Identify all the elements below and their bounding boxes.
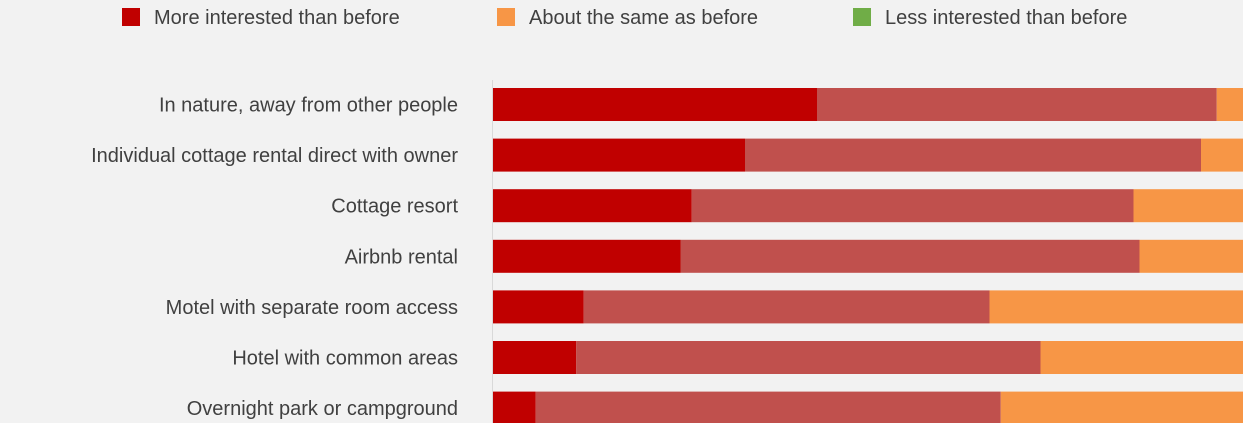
bar-6-segment-2 xyxy=(576,341,1041,374)
bar-3-segment-3 xyxy=(1133,189,1243,223)
bar-1-segment-2 xyxy=(817,88,1217,121)
category-label-7: Overnight park or campground xyxy=(187,398,458,420)
bar-6-segment-3 xyxy=(1040,341,1243,374)
category-label-1: In nature, away from other people xyxy=(159,95,458,117)
bar-3-segment-1 xyxy=(493,189,692,223)
legend-label-2: About the same as before xyxy=(529,7,758,29)
bar-4-segment-3 xyxy=(1139,239,1243,273)
category-label-5: Motel with separate room access xyxy=(166,297,458,319)
category-label-3: Cottage resort xyxy=(331,196,458,218)
bar-3-segment-2 xyxy=(691,189,1134,223)
category-labels: In nature, away from other people Individ… xyxy=(91,95,458,421)
bars xyxy=(493,88,1243,423)
legend: More interested than before About the sam… xyxy=(122,7,1127,29)
bar-2-segment-1 xyxy=(493,138,745,172)
legend-label-3: Less interested than before xyxy=(885,7,1127,29)
category-label-4: Airbnb rental xyxy=(345,246,458,268)
bar-5-segment-3 xyxy=(989,290,1243,324)
bar-7-segment-2 xyxy=(535,391,1001,423)
legend-swatch-3 xyxy=(853,8,871,26)
bar-5-segment-2 xyxy=(583,290,990,324)
bar-4-segment-2 xyxy=(680,239,1140,273)
legend-label-1: More interested than before xyxy=(154,7,400,29)
bar-2-segment-2 xyxy=(745,138,1201,172)
bar-7-segment-3 xyxy=(1000,391,1243,423)
bar-4-segment-1 xyxy=(493,239,681,273)
bar-5-segment-1 xyxy=(493,290,584,324)
legend-swatch-1 xyxy=(122,8,140,26)
category-label-6: Hotel with common areas xyxy=(232,348,458,370)
bar-7-segment-1 xyxy=(493,391,536,423)
bar-1-segment-1 xyxy=(493,88,817,121)
bar-6-segment-1 xyxy=(493,341,577,374)
bar-2-segment-3 xyxy=(1201,138,1243,172)
category-label-2: Individual cottage rental direct with ow… xyxy=(91,145,458,167)
legend-swatch-2 xyxy=(497,8,515,26)
bar-1-segment-3 xyxy=(1216,88,1243,121)
